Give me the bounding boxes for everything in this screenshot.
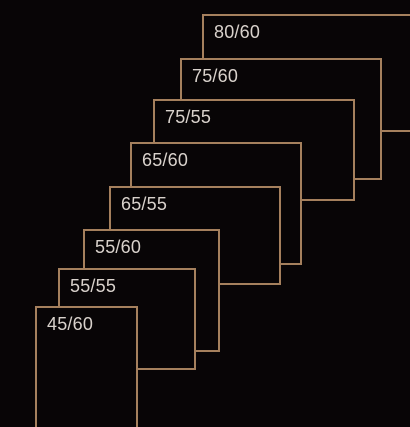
frame-45-60: 45/60 bbox=[35, 306, 138, 427]
frame-size-label: 55/60 bbox=[95, 237, 142, 257]
frame-size-label: 55/55 bbox=[70, 276, 117, 296]
frame-size-label: 80/60 bbox=[214, 22, 261, 42]
frame-size-label: 45/60 bbox=[47, 314, 94, 334]
frame-size-label: 75/60 bbox=[192, 66, 239, 86]
frame-size-label: 65/55 bbox=[121, 194, 168, 214]
frame-size-label: 75/55 bbox=[165, 107, 212, 127]
frame-size-label: 65/60 bbox=[142, 150, 189, 170]
